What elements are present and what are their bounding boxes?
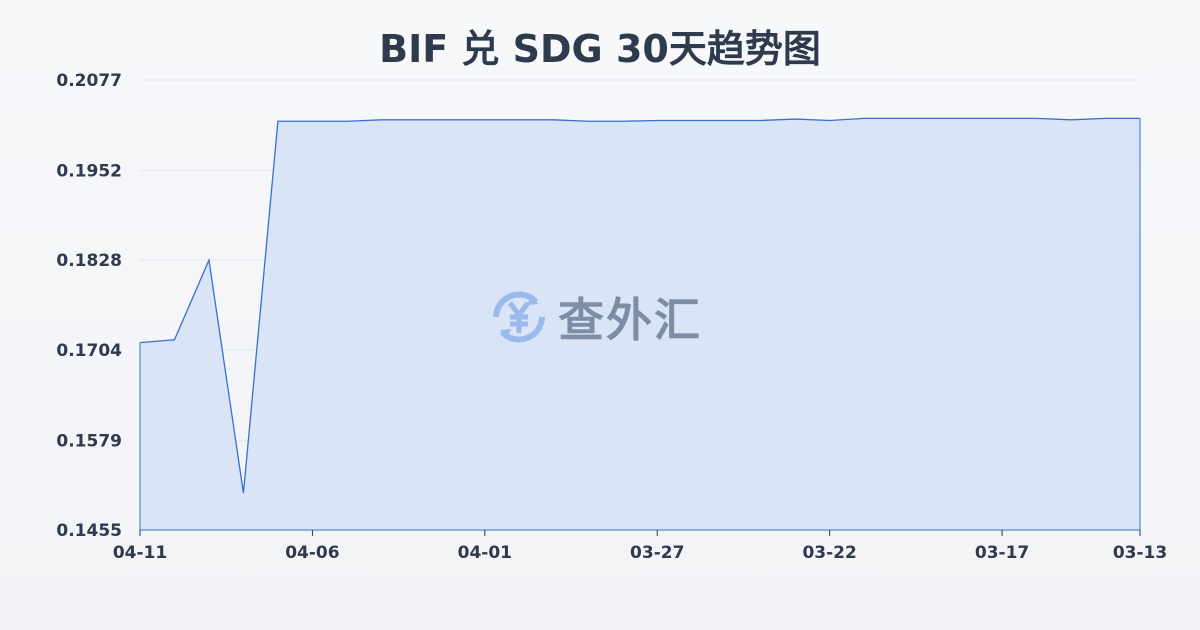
x-tick-label: 03-17 <box>975 543 1029 563</box>
y-tick-label: 0.1952 <box>56 161 122 181</box>
x-tick-label: 04-01 <box>458 543 512 563</box>
x-tick-label: 03-27 <box>630 543 684 563</box>
y-tick-label: 0.2077 <box>56 71 122 91</box>
y-tick-label: 0.1455 <box>56 521 122 541</box>
x-tick-label: 03-22 <box>802 543 856 563</box>
series-line <box>139 117 1140 494</box>
watermark-text: 查外汇 <box>558 293 702 347</box>
y-tick-label: 0.1579 <box>56 431 122 451</box>
chart-title: BIF 兑 SDG 30天趋势图 <box>379 27 821 71</box>
x-tick-label: 03-13 <box>1113 543 1167 563</box>
x-tick-label: 04-11 <box>113 543 167 563</box>
x-tick-label: 04-06 <box>285 543 339 563</box>
y-tick-label: 0.1828 <box>56 251 122 271</box>
yen-exchange-icon <box>493 291 545 343</box>
area-fill <box>140 118 1140 530</box>
y-tick-label: 0.1704 <box>56 341 122 361</box>
watermark: 查外汇 <box>488 284 702 350</box>
